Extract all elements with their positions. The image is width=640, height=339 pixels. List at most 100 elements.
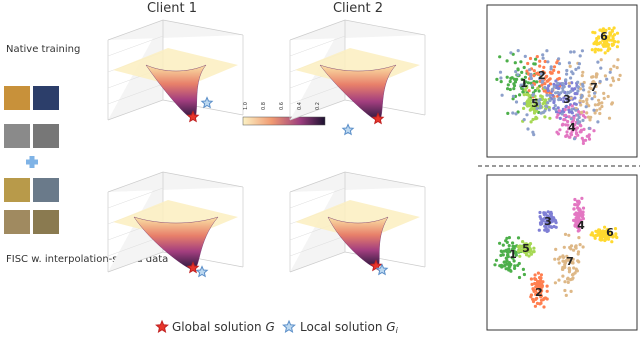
point (537, 99, 541, 103)
point (598, 107, 602, 111)
point (542, 211, 546, 215)
point (531, 117, 535, 122)
point (494, 258, 499, 262)
point (616, 40, 620, 44)
point (567, 135, 571, 139)
point (520, 77, 524, 81)
point (581, 84, 585, 88)
point (508, 79, 512, 84)
point (564, 93, 569, 97)
point (574, 128, 578, 132)
point (512, 82, 516, 86)
point (532, 74, 536, 78)
point (553, 104, 557, 108)
point (560, 267, 565, 271)
point (595, 42, 599, 46)
point (578, 123, 582, 127)
point (572, 50, 576, 54)
point (556, 106, 560, 110)
point (574, 203, 578, 207)
point (519, 249, 523, 253)
point (587, 137, 592, 141)
point (516, 236, 521, 240)
point (609, 32, 613, 36)
point (545, 74, 549, 78)
star (186, 110, 200, 123)
point (568, 268, 572, 272)
funnel (327, 216, 389, 269)
point (500, 93, 504, 97)
point (582, 88, 586, 92)
point (576, 259, 580, 263)
point (498, 241, 502, 245)
point (615, 235, 619, 240)
point (537, 228, 541, 232)
point (506, 83, 510, 87)
point (596, 120, 600, 124)
point (526, 127, 530, 131)
point (591, 75, 595, 79)
point (509, 51, 513, 55)
point (563, 263, 567, 267)
funnel (319, 64, 397, 122)
point (526, 101, 531, 105)
point (529, 277, 534, 281)
point (546, 219, 550, 223)
point (593, 111, 597, 115)
point (545, 297, 549, 301)
point (532, 62, 536, 66)
point (581, 141, 586, 145)
point (517, 261, 521, 266)
point (590, 231, 594, 235)
legend-local: Local solution Gi (300, 320, 399, 335)
grid-line (289, 235, 346, 257)
point (599, 66, 603, 70)
point (516, 68, 520, 72)
point (606, 44, 610, 48)
point (498, 70, 503, 74)
point (566, 119, 570, 124)
point (534, 292, 538, 296)
point (562, 118, 566, 122)
point (529, 252, 534, 256)
point (519, 60, 523, 64)
point (606, 227, 610, 232)
point (532, 69, 536, 73)
point (567, 81, 571, 85)
point (609, 67, 613, 71)
point (577, 228, 581, 232)
point (575, 118, 580, 122)
point (547, 84, 551, 88)
point (600, 104, 604, 109)
point (518, 93, 522, 97)
point (522, 65, 526, 70)
point (604, 233, 608, 238)
point (508, 87, 512, 92)
colorbar-tick: 0.2 (315, 102, 321, 110)
plane (113, 48, 238, 88)
point (595, 108, 599, 112)
point (537, 89, 541, 93)
point (618, 73, 622, 77)
point (523, 88, 527, 92)
star (341, 123, 355, 136)
point (539, 273, 544, 277)
point (522, 93, 526, 97)
point (565, 258, 569, 262)
point (573, 197, 577, 202)
point (541, 102, 545, 106)
point (501, 253, 505, 257)
point (549, 67, 553, 71)
point (588, 118, 592, 122)
tsne-panel (486, 4, 638, 158)
point (514, 112, 518, 116)
point (581, 245, 585, 249)
point (577, 202, 581, 206)
point (538, 210, 542, 215)
point (571, 257, 575, 261)
point (566, 276, 570, 280)
point (609, 83, 613, 87)
axes-box (289, 171, 426, 273)
star (195, 265, 209, 278)
point (610, 28, 614, 32)
